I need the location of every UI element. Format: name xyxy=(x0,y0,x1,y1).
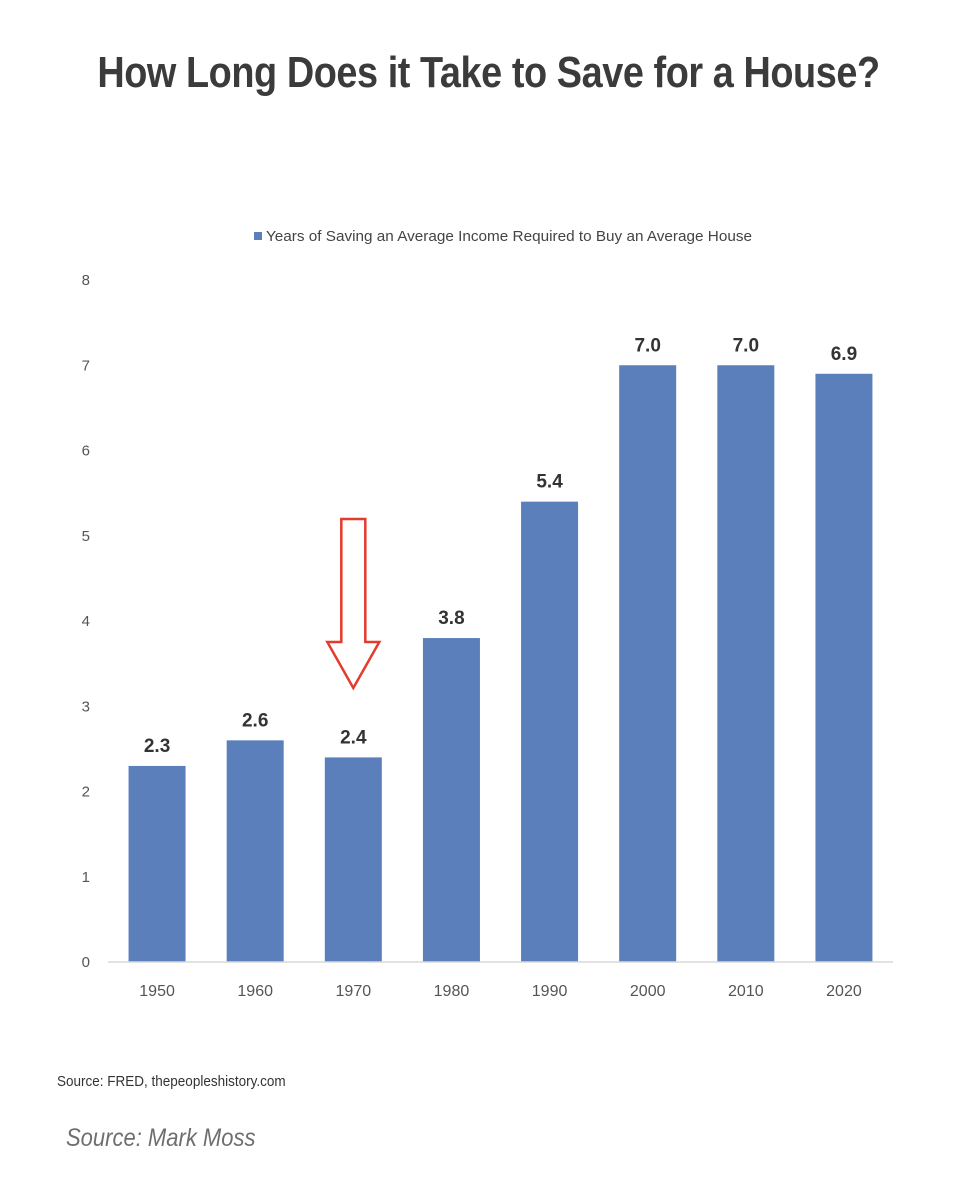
bar-1960 xyxy=(226,740,284,962)
bar-2000 xyxy=(619,365,677,962)
y-tick-label: 1 xyxy=(82,869,90,886)
source-note: Source: FRED, thepeopleshistory.com xyxy=(57,1073,286,1090)
bar-1950 xyxy=(128,765,186,962)
bar-1990 xyxy=(521,501,579,962)
data-label-1960: 2.6 xyxy=(242,710,268,731)
data-label-1980: 3.8 xyxy=(438,608,464,629)
y-tick-label: 3 xyxy=(82,698,90,715)
legend-label: Years of Saving an Average Income Requir… xyxy=(266,228,752,245)
annotation xyxy=(325,517,382,691)
y-tick-label: 2 xyxy=(82,784,90,801)
bar-1970 xyxy=(324,757,382,962)
data-label-2010: 7.0 xyxy=(733,335,759,356)
y-tick-label: 5 xyxy=(82,528,90,545)
data-label-1990: 5.4 xyxy=(536,472,563,493)
credit-note: Source: Mark Moss xyxy=(66,1124,256,1152)
y-tick-label: 4 xyxy=(82,613,90,630)
legend: Years of Saving an Average Income Requir… xyxy=(254,228,752,245)
x-tick-label: 2020 xyxy=(826,983,862,1000)
data-label-1970: 2.4 xyxy=(340,727,367,748)
y-axis: 0 1 2 3 4 5 6 7 8 xyxy=(82,272,90,971)
y-tick-label: 7 xyxy=(82,357,90,374)
data-label-2020: 6.9 xyxy=(831,344,857,365)
bars xyxy=(128,365,873,962)
x-tick-label: 1990 xyxy=(532,983,568,1000)
x-tick-label: 1950 xyxy=(139,983,175,1000)
down-arrow-icon xyxy=(325,517,382,691)
y-tick-label: 8 xyxy=(82,272,90,289)
x-tick-label: 1970 xyxy=(336,983,372,1000)
bar-2020 xyxy=(815,373,873,962)
chart-title: How Long Does it Take to Save for a Hous… xyxy=(97,48,880,97)
x-tick-label: 1960 xyxy=(237,983,273,1000)
legend-swatch xyxy=(254,232,262,240)
data-label-1950: 2.3 xyxy=(144,736,170,757)
x-tick-label: 2010 xyxy=(728,983,764,1000)
data-label-2000: 7.0 xyxy=(634,335,660,356)
data-labels: 2.3 2.6 2.4 3.8 5.4 7.0 7.0 6.9 xyxy=(144,335,857,757)
x-tick-label: 2000 xyxy=(630,983,666,1000)
y-tick-label: 0 xyxy=(82,954,90,971)
bar-2010 xyxy=(717,365,775,962)
x-axis: 1950 1960 1970 1980 1990 2000 2010 2020 xyxy=(108,961,893,1000)
y-tick-label: 6 xyxy=(82,443,90,460)
bar-1980 xyxy=(422,638,480,962)
x-tick-label: 1980 xyxy=(434,983,470,1000)
